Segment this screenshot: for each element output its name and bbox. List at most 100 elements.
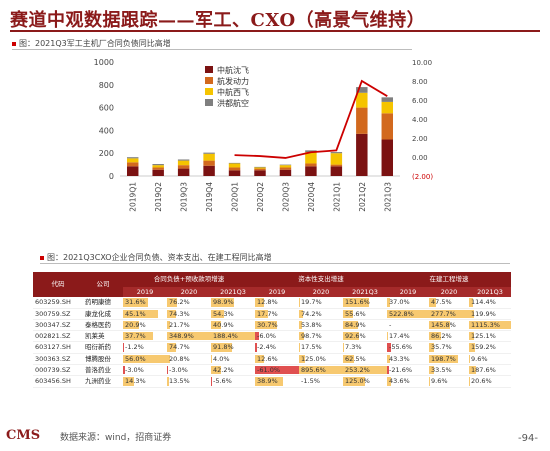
table-cell: 17.4%: [387, 330, 430, 343]
cell-bar: [299, 298, 300, 307]
cell-bar: [387, 332, 389, 341]
bar-segment: [127, 166, 139, 176]
table-cell: 42.2%: [211, 364, 256, 377]
table-cell: 1115.3%: [469, 319, 512, 332]
table-cell: 98.9%: [211, 297, 256, 309]
cell-value: -55.6%: [389, 343, 413, 352]
bar-segment: [381, 101, 393, 114]
cell-bar: [123, 354, 167, 364]
cell-value: 187.6%: [471, 366, 496, 375]
cell-bar: [211, 343, 233, 352]
y-tick-label: 600: [99, 104, 114, 113]
cell-value: 84.9%: [345, 320, 366, 329]
cell-value: 522.8%: [389, 309, 414, 318]
bar-segment: [152, 169, 164, 176]
legend-swatch: [205, 99, 213, 106]
cell-bar: [469, 309, 474, 318]
table-cell: 20.9%: [123, 319, 167, 332]
row-code: 603456.SH: [33, 375, 83, 388]
bar-segment: [152, 167, 164, 170]
cell-value: 253.2%: [345, 366, 370, 375]
page-number: -94-: [518, 433, 538, 444]
x-tick-label: 2019Q4: [205, 182, 214, 212]
cell-value: 188.4%: [213, 332, 238, 341]
table-cell: 30.7%: [255, 319, 300, 332]
bar-segment: [152, 164, 164, 166]
cell-bar: [255, 377, 284, 386]
table-cell: 91.8%: [211, 341, 256, 354]
ratio-line: [234, 79, 388, 159]
cell-value: 4.0%: [213, 354, 230, 363]
cell-bar: [255, 366, 300, 375]
title-rule: [10, 30, 540, 32]
cell-value: 1115.3%: [471, 320, 500, 329]
table-cell: 4.0%: [211, 353, 256, 366]
cell-bar: [255, 298, 265, 307]
cell-bar: [255, 309, 268, 318]
table-cell: 74.7%: [167, 341, 211, 354]
bar-segment: [279, 165, 292, 168]
table-row: 000739.SZ 普洛药业 -3.0% -3.0% 42.2% -61.0% 895.6%…: [33, 364, 512, 377]
cell-bar: [469, 377, 470, 386]
cell-value: 55.6%: [345, 309, 366, 318]
cell-value: 43.3%: [389, 354, 410, 363]
table-cell: 45.1%: [123, 308, 167, 320]
bar-segment: [127, 162, 139, 167]
cell-value: 348.9%: [169, 332, 194, 341]
cell-value: 14.3%: [125, 377, 146, 386]
x-tick-label: 2020Q3: [281, 182, 290, 212]
legend-label: 洪都航空: [217, 98, 249, 108]
table-cell: -1.5%: [299, 375, 344, 388]
table-cell: 92.6%: [343, 330, 388, 343]
cell-bar: [167, 377, 169, 386]
table-cell: -55.6%: [387, 341, 430, 354]
table-cell: 522.8%: [387, 308, 430, 320]
table-cell: 86.2%: [429, 330, 470, 343]
y2-tick-label: 6.00: [412, 97, 428, 105]
cell-bar: [299, 354, 306, 364]
cell-bar: [387, 298, 390, 307]
cell-value: 30.7%: [257, 320, 278, 329]
cell-bar: [429, 298, 436, 307]
table-cell: 55.6%: [343, 308, 388, 320]
y2-tick-label: 4.00: [412, 116, 428, 124]
cell-value: 145.8%: [431, 320, 456, 329]
cell-value: 86.2%: [431, 332, 452, 341]
bar-segment: [279, 164, 292, 166]
cell-value: -1.5%: [301, 377, 320, 386]
bar-segment: [305, 166, 317, 176]
table-cell: 84.9%: [343, 319, 388, 332]
y-tick-label: 0: [109, 172, 114, 181]
cell-value: -2.4%: [257, 343, 276, 352]
table-cell: 12.8%: [255, 297, 300, 309]
table-cell: 188.4%: [211, 330, 256, 343]
table-cell: 53.8%: [299, 319, 344, 332]
bar-segment: [254, 170, 266, 176]
cell-bar: [211, 377, 213, 386]
bar-segment: [228, 163, 241, 168]
row-code: 300347.SZ: [33, 319, 83, 332]
row-code: 603259.SH: [33, 297, 83, 309]
bar-segment: [381, 139, 393, 176]
cell-bar: [429, 377, 431, 386]
cell-bar: [299, 320, 302, 330]
cell-bar: [255, 343, 257, 352]
bar-segment: [305, 152, 317, 164]
cell-value: 151.6%: [345, 298, 370, 307]
bar-segment: [279, 167, 292, 170]
table-cell: 9.6%: [429, 375, 470, 388]
cell-value: 45.1%: [125, 309, 146, 318]
cell-value: 54.3%: [213, 309, 234, 318]
table-cell: 35.7%: [429, 341, 470, 354]
table-row: 300759.SZ 康龙化成 45.1% 74.3% 54.3% 17.7% 74.2% 55…: [33, 308, 512, 320]
cell-bar: [211, 309, 224, 318]
y2-tick-label: 2.00: [412, 135, 428, 143]
cell-bar: [211, 332, 256, 341]
bar-segment: [228, 167, 241, 171]
cell-bar: [167, 320, 170, 330]
year-header: 2019: [387, 287, 430, 298]
table-cell: -5.6%: [211, 375, 256, 388]
legend-swatch: [205, 88, 213, 95]
cell-value: 92.6%: [345, 332, 366, 341]
cell-bar: [469, 332, 474, 341]
